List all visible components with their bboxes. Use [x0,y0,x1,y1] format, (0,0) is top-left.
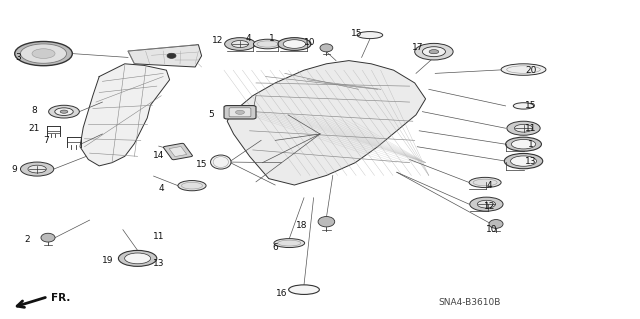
Text: 5: 5 [209,110,214,119]
Text: SNA4-B3610B: SNA4-B3610B [438,298,500,307]
Ellipse shape [274,239,305,248]
Ellipse shape [422,47,445,57]
Ellipse shape [167,53,176,58]
Ellipse shape [60,110,68,113]
Text: 14: 14 [153,151,164,160]
Ellipse shape [20,162,54,176]
Text: 9: 9 [12,165,17,174]
Ellipse shape [28,165,46,173]
Ellipse shape [320,44,333,52]
Ellipse shape [504,153,543,169]
Ellipse shape [225,38,255,50]
Ellipse shape [477,200,495,208]
Ellipse shape [429,49,439,54]
Text: 11: 11 [153,232,164,241]
Ellipse shape [511,156,536,166]
Text: 6: 6 [273,243,278,252]
FancyBboxPatch shape [229,108,251,117]
Bar [169,146,187,157]
Ellipse shape [318,217,335,227]
Ellipse shape [515,124,532,132]
Ellipse shape [469,177,501,188]
Ellipse shape [32,49,55,58]
Ellipse shape [289,285,319,294]
Text: 18: 18 [296,221,308,230]
Text: 4: 4 [159,184,164,193]
Text: 1: 1 [269,34,275,43]
Ellipse shape [49,105,79,118]
Text: 12: 12 [212,36,223,45]
Text: 15: 15 [196,160,207,169]
Ellipse shape [236,110,244,114]
Polygon shape [80,64,170,166]
Ellipse shape [283,40,306,48]
Text: FR.: FR. [51,293,70,303]
Text: 12: 12 [484,202,495,211]
Ellipse shape [278,38,311,50]
Text: 21: 21 [28,124,40,133]
Ellipse shape [118,250,157,266]
Text: 1: 1 [529,140,534,149]
Ellipse shape [232,41,248,48]
Ellipse shape [513,103,534,109]
Ellipse shape [415,43,453,60]
Ellipse shape [507,121,540,135]
Text: 2: 2 [24,235,29,244]
Ellipse shape [20,44,67,63]
Text: 20: 20 [525,66,537,75]
Ellipse shape [470,197,503,211]
Text: 11: 11 [525,124,537,133]
Text: 10: 10 [486,225,497,234]
FancyBboxPatch shape [224,106,256,119]
Ellipse shape [489,219,503,228]
Text: 13: 13 [525,157,537,166]
Text: 17: 17 [412,43,423,52]
Ellipse shape [506,137,541,151]
Ellipse shape [253,39,282,49]
Text: 3: 3 [15,53,20,62]
Ellipse shape [178,181,206,191]
Ellipse shape [501,64,546,75]
Polygon shape [227,61,426,185]
Text: 7: 7 [44,136,49,145]
Ellipse shape [15,41,72,66]
Text: 15: 15 [351,29,363,38]
FancyBboxPatch shape [163,143,193,160]
Ellipse shape [357,32,383,39]
Ellipse shape [211,155,231,169]
Text: 19: 19 [102,256,113,265]
Ellipse shape [125,253,150,264]
Text: 4: 4 [246,34,251,43]
Text: 8: 8 [31,106,36,115]
Ellipse shape [41,233,55,242]
Text: 16: 16 [276,289,287,298]
Text: 13: 13 [153,259,164,268]
Polygon shape [128,45,202,67]
Text: 4: 4 [487,181,492,189]
Text: 10: 10 [304,38,316,47]
Ellipse shape [55,108,73,115]
Ellipse shape [511,139,536,149]
Text: 15: 15 [525,101,537,110]
